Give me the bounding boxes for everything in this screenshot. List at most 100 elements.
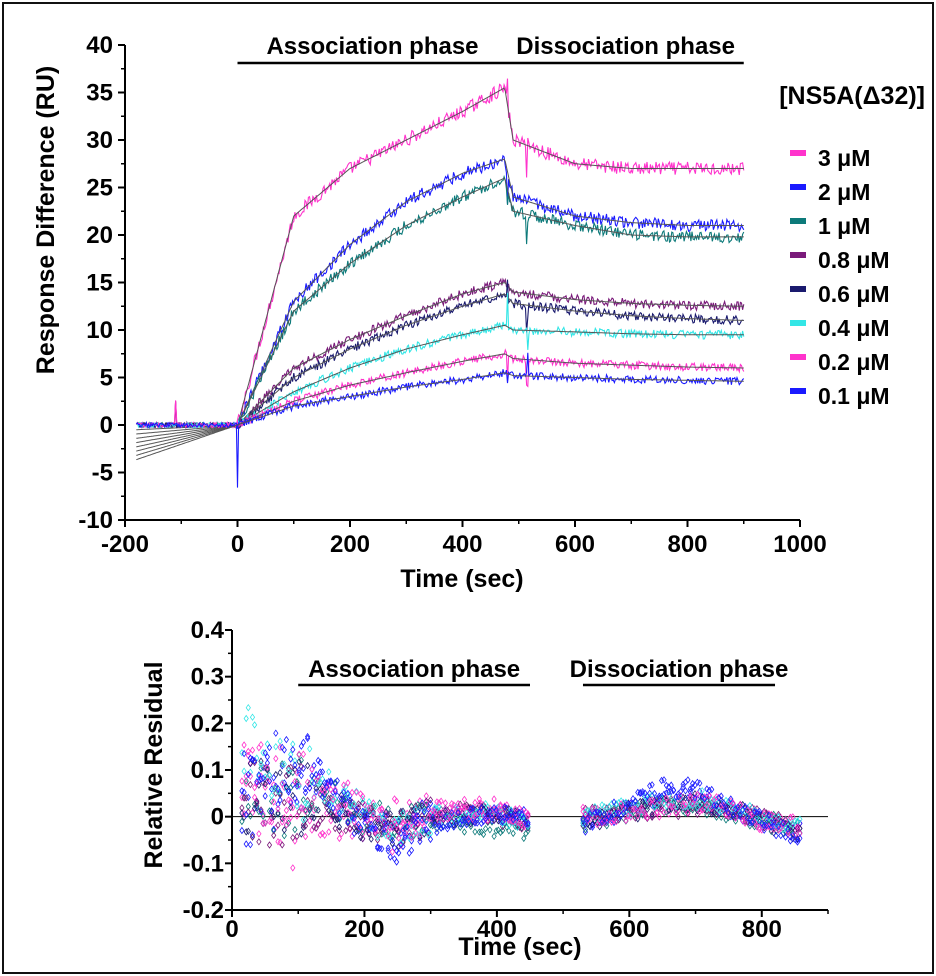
residual-point <box>675 793 681 801</box>
residual-point <box>271 774 277 782</box>
legend-swatch <box>790 320 806 326</box>
residual-point <box>687 788 693 796</box>
residual-series-7 <box>239 729 803 866</box>
bottom-phase-label: Dissociation phase <box>570 656 789 683</box>
residual-point <box>307 784 313 792</box>
residual-point <box>243 772 249 780</box>
residual-point <box>785 825 791 833</box>
residual-point <box>315 772 321 781</box>
residual-point <box>400 809 406 817</box>
residual-point <box>358 833 364 842</box>
residual-point <box>685 776 691 784</box>
residual-point <box>286 819 292 827</box>
residual-point <box>440 822 446 830</box>
residual-point <box>400 807 406 815</box>
residual-point <box>663 794 669 802</box>
top-x-tick-label: 0 <box>231 531 244 558</box>
residual-point <box>315 756 321 765</box>
residual-point <box>438 809 444 817</box>
residual-point <box>262 792 268 800</box>
bottom-y-tick-label: 0.1 <box>191 757 224 784</box>
residual-point <box>281 826 287 834</box>
residual-point <box>451 805 457 813</box>
residual-point <box>258 772 264 780</box>
residual-point <box>699 793 705 801</box>
residual-point <box>478 804 484 812</box>
residual-point <box>797 829 803 838</box>
residual-point <box>716 794 722 802</box>
residual-point <box>455 809 461 817</box>
residual-point <box>647 797 653 805</box>
residual-point <box>247 772 253 780</box>
residual-point <box>500 822 506 831</box>
residual-point <box>744 806 751 814</box>
residual-point <box>345 789 351 798</box>
residual-point <box>326 828 332 836</box>
residual-point <box>606 809 612 818</box>
residual-point <box>292 757 298 765</box>
residual-point <box>296 758 302 766</box>
residual-point <box>585 815 591 823</box>
residual-point <box>322 797 328 805</box>
residual-point <box>383 820 389 828</box>
residual-point <box>288 784 294 792</box>
residual-point <box>790 820 796 828</box>
residual-point <box>478 813 484 821</box>
residual-point <box>336 807 342 816</box>
residual-point <box>661 790 667 798</box>
residual-point <box>311 794 317 802</box>
residual-point <box>797 824 803 833</box>
residual-point <box>468 811 474 819</box>
residual-point <box>663 781 669 790</box>
top-y-tick-label: 25 <box>86 175 113 202</box>
residual-point <box>260 812 266 820</box>
residual-point <box>413 805 419 814</box>
residual-point <box>744 814 751 822</box>
top-phase-label: Dissociation phase <box>516 33 735 60</box>
residual-point <box>353 787 359 795</box>
residual-point <box>642 802 648 810</box>
residual-point <box>372 830 378 838</box>
residual-point <box>521 834 527 843</box>
residual-point <box>654 799 660 807</box>
residual-point <box>260 774 266 782</box>
residual-point <box>366 830 372 838</box>
residual-point <box>436 799 442 807</box>
residual-point <box>353 788 359 796</box>
residual-point <box>519 825 525 833</box>
residual-point <box>256 838 262 846</box>
residual-point <box>773 816 779 824</box>
residual-point <box>704 801 710 809</box>
residual-point <box>311 779 317 787</box>
residual-point <box>241 741 247 749</box>
residual-point <box>336 809 342 818</box>
residual-point <box>785 820 791 828</box>
residual-point <box>347 802 353 810</box>
legend-swatch <box>790 354 806 360</box>
residual-point <box>349 788 355 797</box>
residual-point <box>436 818 442 826</box>
residual-point <box>730 799 736 807</box>
residual-point <box>394 826 400 834</box>
residual-point <box>491 832 497 840</box>
residual-point <box>733 805 739 813</box>
residual-point <box>421 830 427 838</box>
residual-point <box>421 826 427 834</box>
bottom-axes: -0.2 -0.1 0 0.1 0.2 0.3 0.4 0 200 400 600 800 Associ… <box>183 617 829 943</box>
residual-point <box>349 832 355 840</box>
residual-point <box>347 796 353 805</box>
residual-point <box>353 805 359 814</box>
residual-point <box>489 818 495 826</box>
residual-point <box>239 804 245 812</box>
residual-point <box>737 810 743 819</box>
residual-point <box>671 798 677 806</box>
bottom-y-tick-label: 0.3 <box>191 664 224 691</box>
top-phase-label: Association phase <box>266 33 478 60</box>
residual-point <box>328 777 334 785</box>
residual-point <box>345 817 351 825</box>
residual-point <box>247 812 253 820</box>
residual-point <box>336 823 342 831</box>
residual-point <box>599 801 605 809</box>
residual-point <box>704 785 710 793</box>
residual-point <box>300 796 306 804</box>
